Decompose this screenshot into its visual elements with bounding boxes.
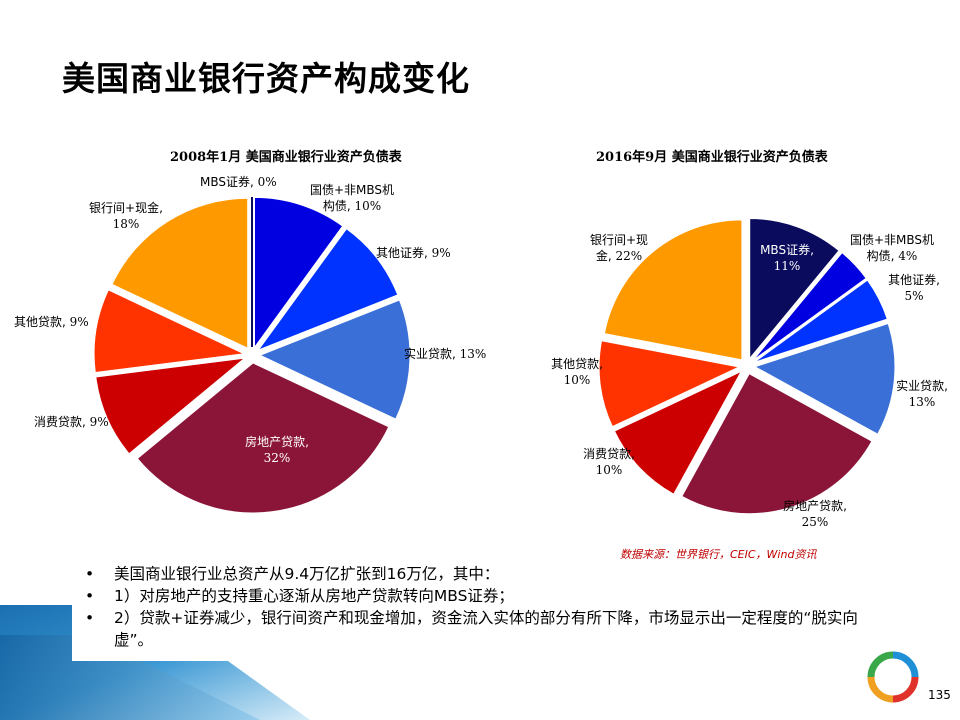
chart1-label-treasury: 国债+非MBS机构债, 10%: [309, 183, 395, 213]
chart2-label-industrial-loans: 实业贷款, 13%: [896, 379, 948, 409]
bullet-list: 美国商业银行业总资产从9.4万亿扩张到16万亿，其中： 1）对房地产的支持重心逐…: [72, 563, 912, 661]
chart1-label-industrial-loans: 实业贷款, 13%: [404, 347, 487, 361]
chart2-slice-1: [752, 251, 867, 361]
chart1-slice-5: [95, 357, 247, 455]
chart2-label-interbank-cash: 银行间+现金, 22%: [589, 233, 649, 263]
bullet-item: 美国商业银行业总资产从9.4万亿扩张到16万亿，其中：: [72, 563, 884, 585]
chart1-slice-6: [93, 289, 246, 374]
bullet-item: 1）对房地产的支持重心逐渐从房地产贷款转向MBS证券；: [72, 585, 884, 607]
chart1-label-other-securities: 其他证券, 9%: [376, 246, 451, 260]
chart2-slice-5: [613, 370, 743, 495]
chart2-slice-7: [603, 219, 743, 361]
chart1-label-mbs: MBS证券, 0%: [200, 175, 277, 189]
chart1-slice-2: [256, 228, 399, 352]
chart1-slice-4: [136, 362, 390, 514]
chart1-label-interbank-cash: 银行间+现金, 18%: [89, 201, 163, 231]
company-logo-icon: [867, 651, 919, 703]
chart2-label-mbs: MBS证券, 11%: [760, 243, 814, 273]
chart2-label-other-securities: 其他证券, 5%: [888, 273, 940, 303]
bullet-item: 2）贷款+证券减少，银行间资产和现金增加，资金流入实体的部分有所下降，市场显示出…: [72, 607, 884, 651]
chart2-label-other-loans: 其他贷款, 10%: [551, 357, 603, 387]
chart1-title: 2008年1月 美国商业银行业资产负债表: [170, 150, 402, 165]
page-number: 135: [928, 688, 951, 702]
data-source-note: 数据来源：世界银行，CEIC，Wind资讯: [620, 548, 817, 561]
chart2-label-treasury: 国债+非MBS机构债, 4%: [849, 233, 935, 263]
chart2-slice-3: [753, 322, 896, 435]
chart2-label-consumer-loans: 消费贷款, 10%: [583, 447, 635, 477]
chart1-label-consumer-loans: 消费贷款, 9%: [34, 415, 109, 429]
chart2-label-real-estate: 房地产贷款, 25%: [783, 499, 847, 529]
slide-title: 美国商业银行资产构成变化: [62, 59, 470, 98]
chart1-label-real-estate: 房地产贷款, 32%: [245, 435, 309, 465]
chart1-slice-1: [253, 196, 344, 349]
chart2-slice-0: [749, 217, 840, 360]
chart2-slice-6: [598, 340, 741, 428]
chart1-slice-3: [258, 299, 411, 420]
chart2-slice-4: [681, 373, 873, 515]
chart2-slice-2: [753, 279, 888, 363]
chart1-slice-7: [111, 197, 249, 350]
chart2-title: 2016年9月 美国商业银行业资产负债表: [596, 150, 828, 165]
chart1-label-other-loans: 其他贷款, 9%: [14, 315, 89, 329]
